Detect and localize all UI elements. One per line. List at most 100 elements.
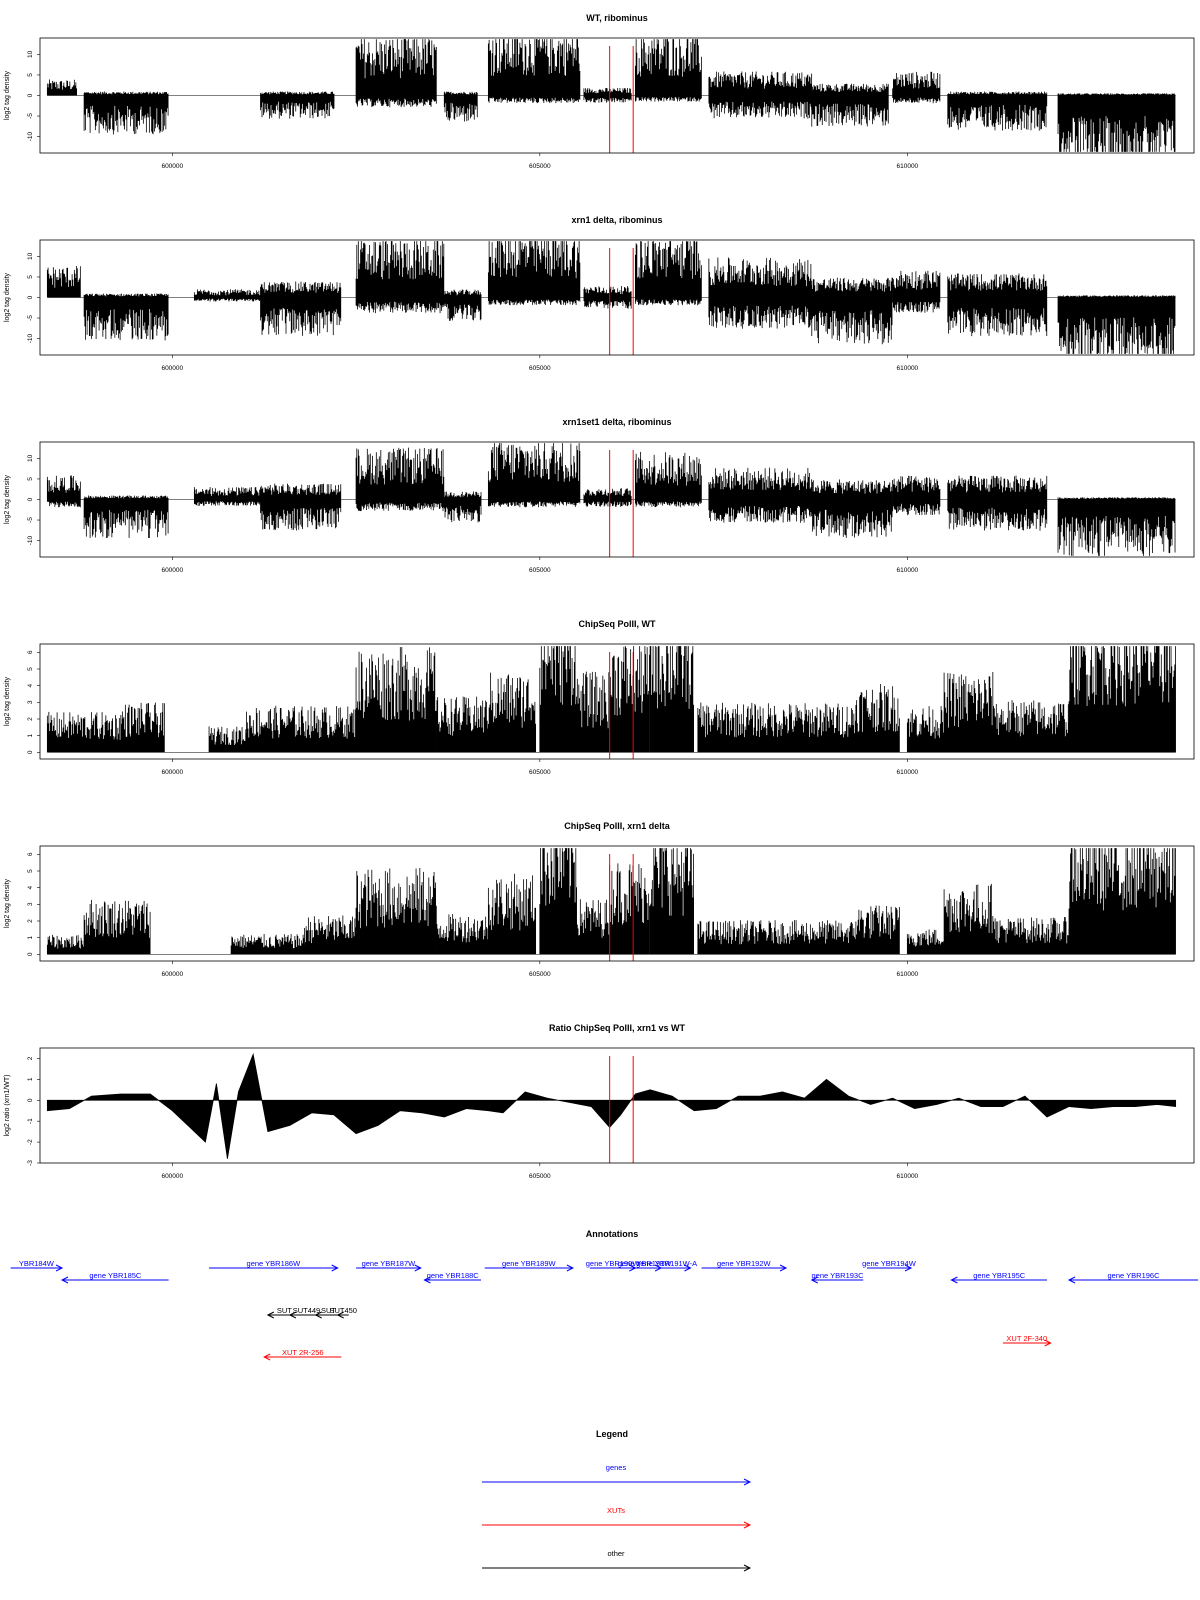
bar-segment-bars	[811, 83, 889, 127]
bar-segment	[83, 91, 169, 135]
bar-segment-bars	[947, 91, 1048, 131]
bar-segment	[245, 705, 357, 753]
annotation-label: gene YBR193C	[812, 1271, 865, 1280]
arrow-head	[1044, 1339, 1052, 1347]
bar-segment	[995, 916, 1070, 955]
annotation-label: YBR184W	[19, 1259, 55, 1268]
annotation-feature: gene YBR188C	[423, 1271, 482, 1284]
panel-title: ChipSeq PolII, WT	[579, 619, 656, 629]
arrow-head	[743, 1478, 752, 1486]
y-tick-label: 3	[27, 700, 34, 704]
bar-segment-bars	[943, 883, 996, 955]
bar-segment	[811, 83, 889, 127]
annotations-panel: Annotations YBR184W gene YBR185C gene YBR1…	[10, 1229, 1198, 1361]
panel-xrn1_ribominus: xrn1 delta, ribominus log2 tag density -10…	[4, 215, 1195, 372]
bar-segment-bars	[245, 705, 357, 753]
y-axis-label: log2 tag density	[4, 676, 11, 726]
bar-segment	[892, 475, 941, 516]
y-axis-label: log2 tag density	[4, 878, 11, 928]
annotation-feature: gene YBR195C	[950, 1271, 1047, 1284]
annotation-label: XUT 2F-340	[1006, 1334, 1047, 1343]
arrow-head	[779, 1264, 788, 1272]
bar-segment	[1057, 295, 1176, 354]
annotation-label: gene YBR185C	[89, 1271, 142, 1280]
bar-segment	[943, 672, 996, 753]
x-tick-label: 600000	[161, 567, 183, 574]
bar-segment-bars	[576, 899, 610, 955]
x-axis: 600000 605000 610000	[161, 1163, 919, 1180]
data-marks	[46, 1052, 1177, 1159]
bar-segment-bars	[943, 672, 996, 753]
annotation-label: gene YBR195C	[973, 1271, 1026, 1280]
arrow-head	[55, 1264, 64, 1272]
y-tick-label: -10	[27, 535, 34, 545]
bar-segment	[487, 873, 537, 955]
y-axis-label: log2 tag density	[4, 70, 11, 120]
bar-segment	[487, 241, 581, 306]
legend-entry: genes	[482, 1463, 752, 1486]
y-tick-label: 5	[27, 869, 34, 873]
bar-segment	[443, 91, 478, 122]
bar-segment-bars	[355, 39, 437, 108]
bar-segment-bars	[487, 39, 581, 104]
legend-entry: other	[482, 1549, 752, 1572]
y-axis-label: log2 tag density	[4, 272, 11, 322]
y-tick-label: 0	[27, 93, 34, 97]
bar-segment-bars	[46, 711, 122, 753]
annotation-label: gene YBR191W-A	[636, 1259, 697, 1268]
y-tick-label: 2	[27, 717, 34, 721]
bar-segment-bars	[539, 646, 577, 753]
x-tick-label: 610000	[896, 163, 918, 170]
arrow-head	[904, 1264, 913, 1272]
bar-segment	[697, 920, 856, 955]
bar-segment-bars	[487, 241, 581, 306]
annotation-feature: YBR184W	[10, 1259, 64, 1272]
y-tick-label: -5	[27, 315, 34, 321]
data-marks	[46, 443, 1176, 556]
arrow-head	[810, 1276, 819, 1284]
legend-label: XUTs	[607, 1506, 625, 1515]
x-tick-label: 600000	[161, 769, 183, 776]
bar-segment-bars	[46, 79, 77, 96]
y-tick-label: -10	[27, 131, 34, 141]
bar-segment	[487, 443, 581, 508]
annotation-label: XUT 2R-256	[282, 1348, 324, 1357]
legend-panel: Legend genes XUTs other	[482, 1429, 752, 1572]
annotation-feature: gene YBR196C	[1067, 1271, 1198, 1284]
bar-segment-bars	[83, 899, 151, 955]
bar-segment-bars	[355, 646, 437, 753]
bar-segment	[355, 646, 437, 753]
bar-segment-bars	[208, 726, 247, 753]
y-tick-label: 0	[27, 295, 34, 299]
annotation-label: gene YBR189W	[502, 1259, 557, 1268]
y-axis: -10 -5 0 5 10	[27, 252, 40, 343]
y-tick-label: -5	[27, 113, 34, 119]
bar-segment-bars	[1068, 848, 1176, 955]
plot-frame	[39, 845, 1195, 962]
panel-chipseq_xrn1: ChipSeq PolII, xrn1 delta log2 tag densit…	[4, 821, 1195, 978]
bar-segment	[906, 929, 945, 955]
annotation-label: gene YBR190W	[586, 1259, 641, 1268]
panel-title: xrn1 delta, ribominus	[571, 215, 662, 225]
x-tick-label: 605000	[529, 971, 551, 978]
y-tick-label: 0	[27, 952, 34, 956]
arrow-head	[743, 1521, 752, 1529]
bar-segment-bars	[46, 934, 85, 955]
x-tick-label: 605000	[529, 365, 551, 372]
bar-segment-bars	[583, 286, 632, 309]
bar-segment-bars	[230, 934, 306, 955]
bar-segment	[83, 495, 169, 539]
data-marks	[46, 39, 1176, 152]
bar-segment-bars	[193, 289, 269, 302]
bar-segment-bars	[892, 71, 941, 104]
x-tick-label: 610000	[896, 365, 918, 372]
bar-segment	[260, 281, 342, 336]
annotation-feature: gene YBR187W	[356, 1259, 422, 1272]
plot-frame	[39, 1047, 1195, 1164]
bar-segment	[83, 293, 169, 341]
annotation-label: gene YBR192W	[717, 1259, 772, 1268]
bar-segment	[649, 848, 694, 955]
bar-segment-bars	[436, 696, 489, 753]
bar-segment-bars	[355, 241, 445, 314]
